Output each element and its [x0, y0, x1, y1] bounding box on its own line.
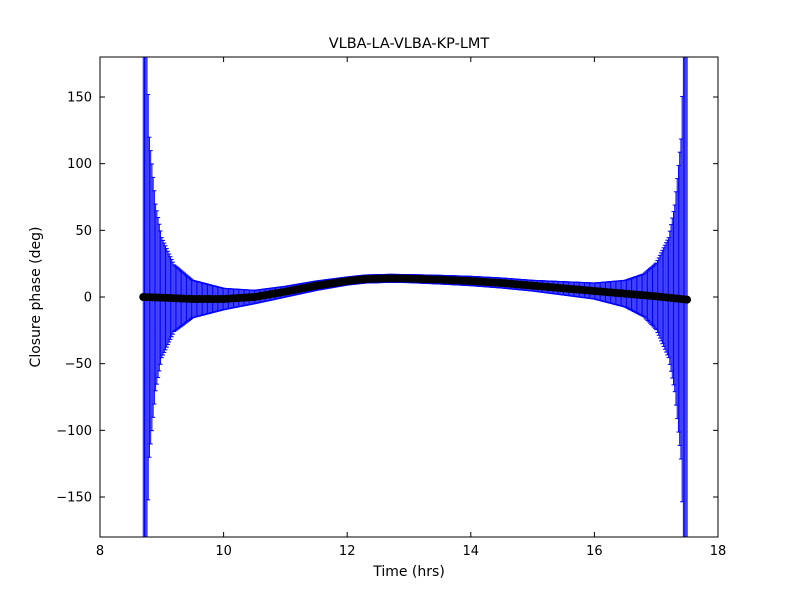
y-tick-label: 50 [75, 224, 92, 239]
x-axis-label: Time (hrs) [373, 564, 445, 580]
y-tick-label: 150 [67, 91, 92, 106]
x-tick-label: 14 [463, 544, 480, 559]
y-tick-label: −50 [65, 357, 92, 372]
y-tick-label: −100 [56, 424, 92, 439]
x-tick-label: 12 [339, 544, 356, 559]
x-tick-label: 18 [710, 544, 727, 559]
tick-labels: 8 10 12 14 16 18 −150 −100 −50 0 50 100 150 [56, 91, 726, 560]
x-tick-label: 16 [586, 544, 603, 559]
y-tick-label: −150 [56, 491, 92, 506]
tick-marks [99, 57, 719, 537]
x-tick-label: 8 [96, 544, 104, 559]
chart-title: VLBA-LA-VLBA-KP-LMT [328, 36, 490, 52]
y-tick-label: 0 [84, 291, 92, 306]
marker-layer [139, 274, 692, 304]
x-tick-label: 10 [215, 544, 232, 559]
y-tick-label: 100 [67, 157, 92, 172]
